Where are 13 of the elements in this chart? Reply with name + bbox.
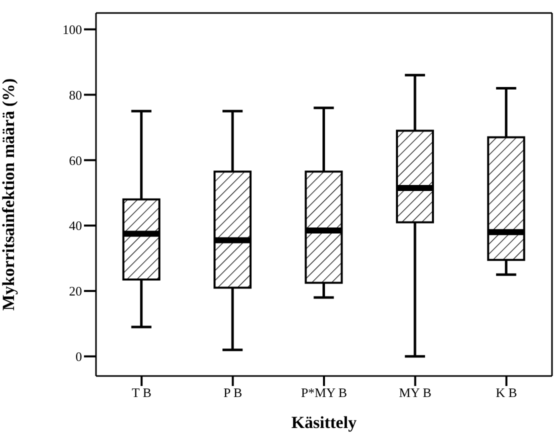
y-tick-label: 0 (76, 348, 82, 364)
x-tick-label: P B (223, 385, 242, 400)
x-tick-label: P*MY B (300, 385, 348, 400)
y-tick-label: 40 (69, 218, 82, 234)
y-tick-label: 80 (69, 87, 82, 102)
x-tick-label: K B (496, 385, 518, 400)
y-tick-label: 60 (69, 152, 82, 168)
y-tick-label: 100 (62, 22, 82, 37)
x-tick-label: T B (132, 385, 152, 400)
y-tick-label: 20 (69, 284, 82, 299)
x-axis-title: Käsittely (291, 413, 358, 432)
y-axis-title: Mykorritsainfektion määrä (%) (0, 78, 18, 311)
x-tick-label: MY B (399, 385, 432, 400)
